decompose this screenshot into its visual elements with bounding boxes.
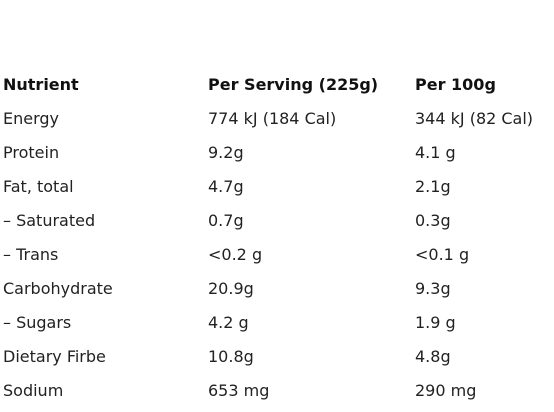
nutrient-name: Protein xyxy=(3,143,60,162)
table-row-saturated: – Saturated 0.7g 0.3g xyxy=(3,204,551,238)
nutrition-table: Nutrient Per Serving (225g) Per 100g Ene… xyxy=(3,68,551,408)
table-row-dietary-fibre: Dietary Firbe 10.8g 4.8g xyxy=(3,340,551,374)
per-100g-value: 9.3g xyxy=(415,279,451,298)
nutrient-name: Carbohydrate xyxy=(3,279,113,298)
per-100g-value: 2.1g xyxy=(415,177,451,196)
per-100g-value: 1.9 g xyxy=(415,313,456,332)
per-100g-value: 290 mg xyxy=(415,381,477,400)
per-serving-value: 9.2g xyxy=(208,143,244,162)
per-serving-value: 10.8g xyxy=(208,347,254,366)
nutrition-panel: Nutrient Per Serving (225g) Per 100g Ene… xyxy=(3,68,551,408)
per-serving-value: 774 kJ (184 Cal) xyxy=(208,109,337,128)
per-100g-value: <0.1 g xyxy=(415,245,470,264)
per-serving-value: 20.9g xyxy=(208,279,254,298)
table-row-fat-total: Fat, total 4.7g 2.1g xyxy=(3,170,551,204)
table-row-energy: Energy 774 kJ (184 Cal) 344 kJ (82 Cal) xyxy=(3,102,551,136)
per-100g-value: 0.3g xyxy=(415,211,451,230)
column-header-per-100g: Per 100g xyxy=(415,75,496,94)
nutrient-name: Sodium xyxy=(3,381,64,400)
nutrient-name: – Saturated xyxy=(3,211,96,230)
table-row-carbohydrate: Carbohydrate 20.9g 9.3g xyxy=(3,272,551,306)
nutrient-name: Energy xyxy=(3,109,60,128)
per-serving-value: 4.2 g xyxy=(208,313,249,332)
per-100g-value: 4.1 g xyxy=(415,143,456,162)
per-100g-value: 4.8g xyxy=(415,347,451,366)
table-row-trans: – Trans <0.2 g <0.1 g xyxy=(3,238,551,272)
nutrient-name: Dietary Firbe xyxy=(3,347,106,366)
table-row-sodium: Sodium 653 mg 290 mg xyxy=(3,374,551,408)
per-serving-value: 0.7g xyxy=(208,211,244,230)
nutrient-name: – Trans xyxy=(3,245,59,264)
nutrient-name: Fat, total xyxy=(3,177,74,196)
column-header-per-serving: Per Serving (225g) xyxy=(208,75,379,94)
nutrient-name: – Sugars xyxy=(3,313,72,332)
per-serving-value: 4.7g xyxy=(208,177,244,196)
per-serving-value: 653 mg xyxy=(208,381,270,400)
table-row-sugars: – Sugars 4.2 g 1.9 g xyxy=(3,306,551,340)
table-header-row: Nutrient Per Serving (225g) Per 100g xyxy=(3,68,551,102)
per-serving-value: <0.2 g xyxy=(208,245,263,264)
column-header-nutrient: Nutrient xyxy=(3,75,79,94)
per-100g-value: 344 kJ (82 Cal) xyxy=(415,109,534,128)
table-row-protein: Protein 9.2g 4.1 g xyxy=(3,136,551,170)
